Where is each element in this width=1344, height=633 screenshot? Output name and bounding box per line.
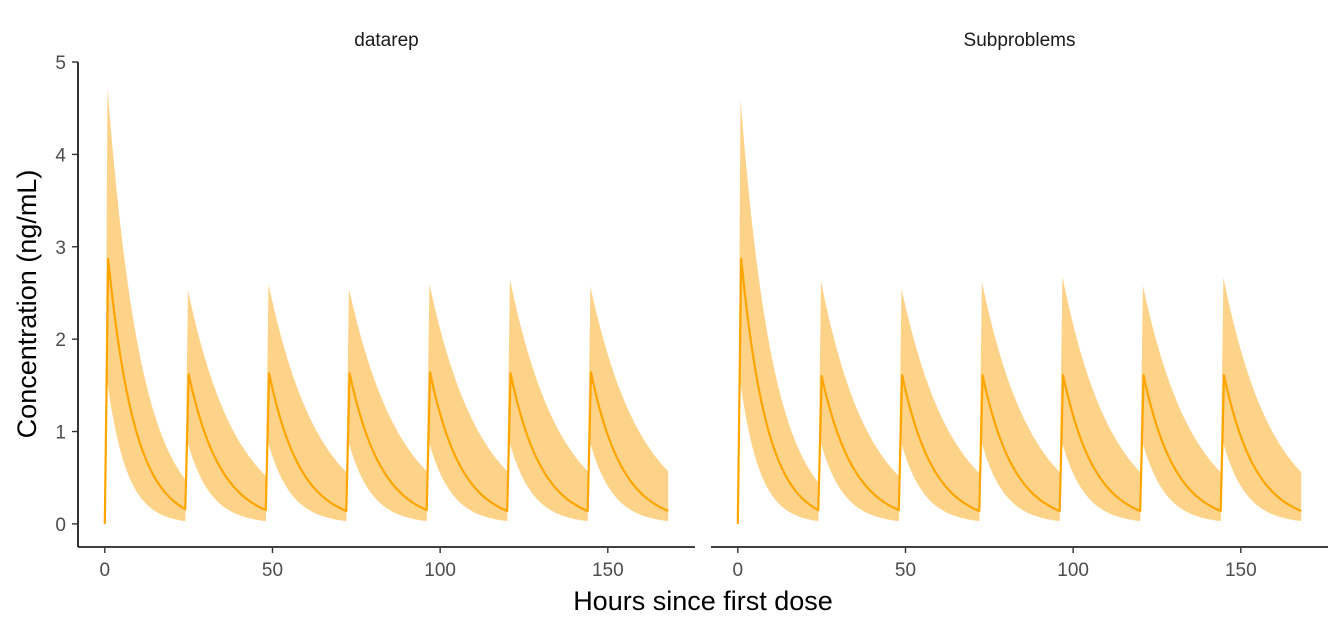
x-tick-label: 0	[733, 560, 744, 581]
x-tick-label: 100	[1057, 560, 1089, 581]
median-line	[103, 257, 669, 524]
x-tick-label: 0	[100, 560, 111, 581]
x-axis-title: Hours since first dose	[573, 586, 833, 616]
x-tick-label: 50	[262, 560, 283, 581]
y-tick-label: 3	[55, 238, 66, 259]
x-tick-label: 150	[592, 560, 624, 581]
prediction-interval-band	[104, 87, 669, 524]
median-line	[736, 257, 1302, 524]
x-tick-label: 100	[424, 560, 456, 581]
panel-2: Subproblems 0 50 100 150	[711, 30, 1328, 581]
y-axis-title: Concentration (ng/mL)	[12, 170, 42, 439]
panel-strip-label: datarep	[354, 30, 418, 51]
x-tick-label: 150	[1225, 560, 1257, 581]
y-tick-label: 2	[55, 330, 66, 351]
panel-strip-label: Subproblems	[964, 30, 1076, 51]
panel-1: datarep 0 50 100 150 0 1 2 3 4 5	[55, 30, 695, 581]
y-tick-label: 4	[55, 145, 66, 166]
prediction-interval-band	[737, 99, 1302, 524]
x-tick-label: 50	[895, 560, 916, 581]
y-tick-label: 1	[55, 423, 66, 444]
y-tick-label: 0	[55, 515, 66, 536]
y-tick-label: 5	[55, 53, 66, 74]
